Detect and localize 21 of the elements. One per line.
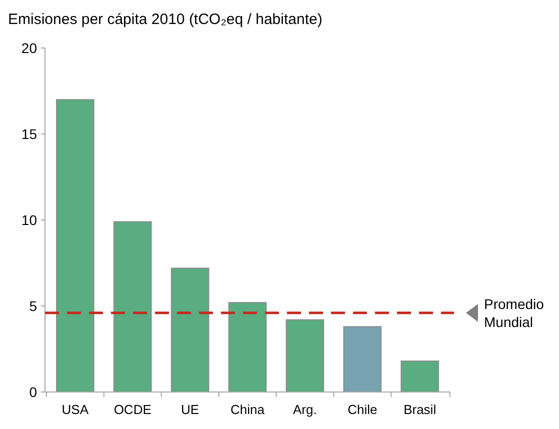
x-tick-label: Chile [348, 402, 378, 417]
y-tick-label: 10 [21, 212, 38, 228]
bar [228, 302, 267, 392]
bar [286, 319, 324, 392]
bar [343, 326, 382, 392]
x-tick-label: OCDE [114, 402, 152, 417]
bar [170, 268, 210, 392]
x-tick-label: Arg. [293, 402, 317, 417]
x-tick-label: UE [181, 402, 200, 417]
x-tick-label: Brasil [404, 402, 436, 417]
x-tick-label: USA [62, 402, 89, 417]
chart-title: Emisiones per cápita 2010 (tCO₂eq / habitante) [8, 11, 322, 28]
bar [113, 221, 152, 392]
x-tick-label: China [230, 402, 266, 417]
y-tick-label: 0 [29, 384, 38, 400]
y-tick-label: 15 [21, 126, 38, 142]
y-tick-label: 20 [21, 40, 38, 56]
ref-line-label: Promedio Mundial [484, 296, 544, 330]
y-tick-label: 5 [29, 298, 38, 314]
bar [56, 99, 94, 392]
bar [400, 360, 440, 392]
